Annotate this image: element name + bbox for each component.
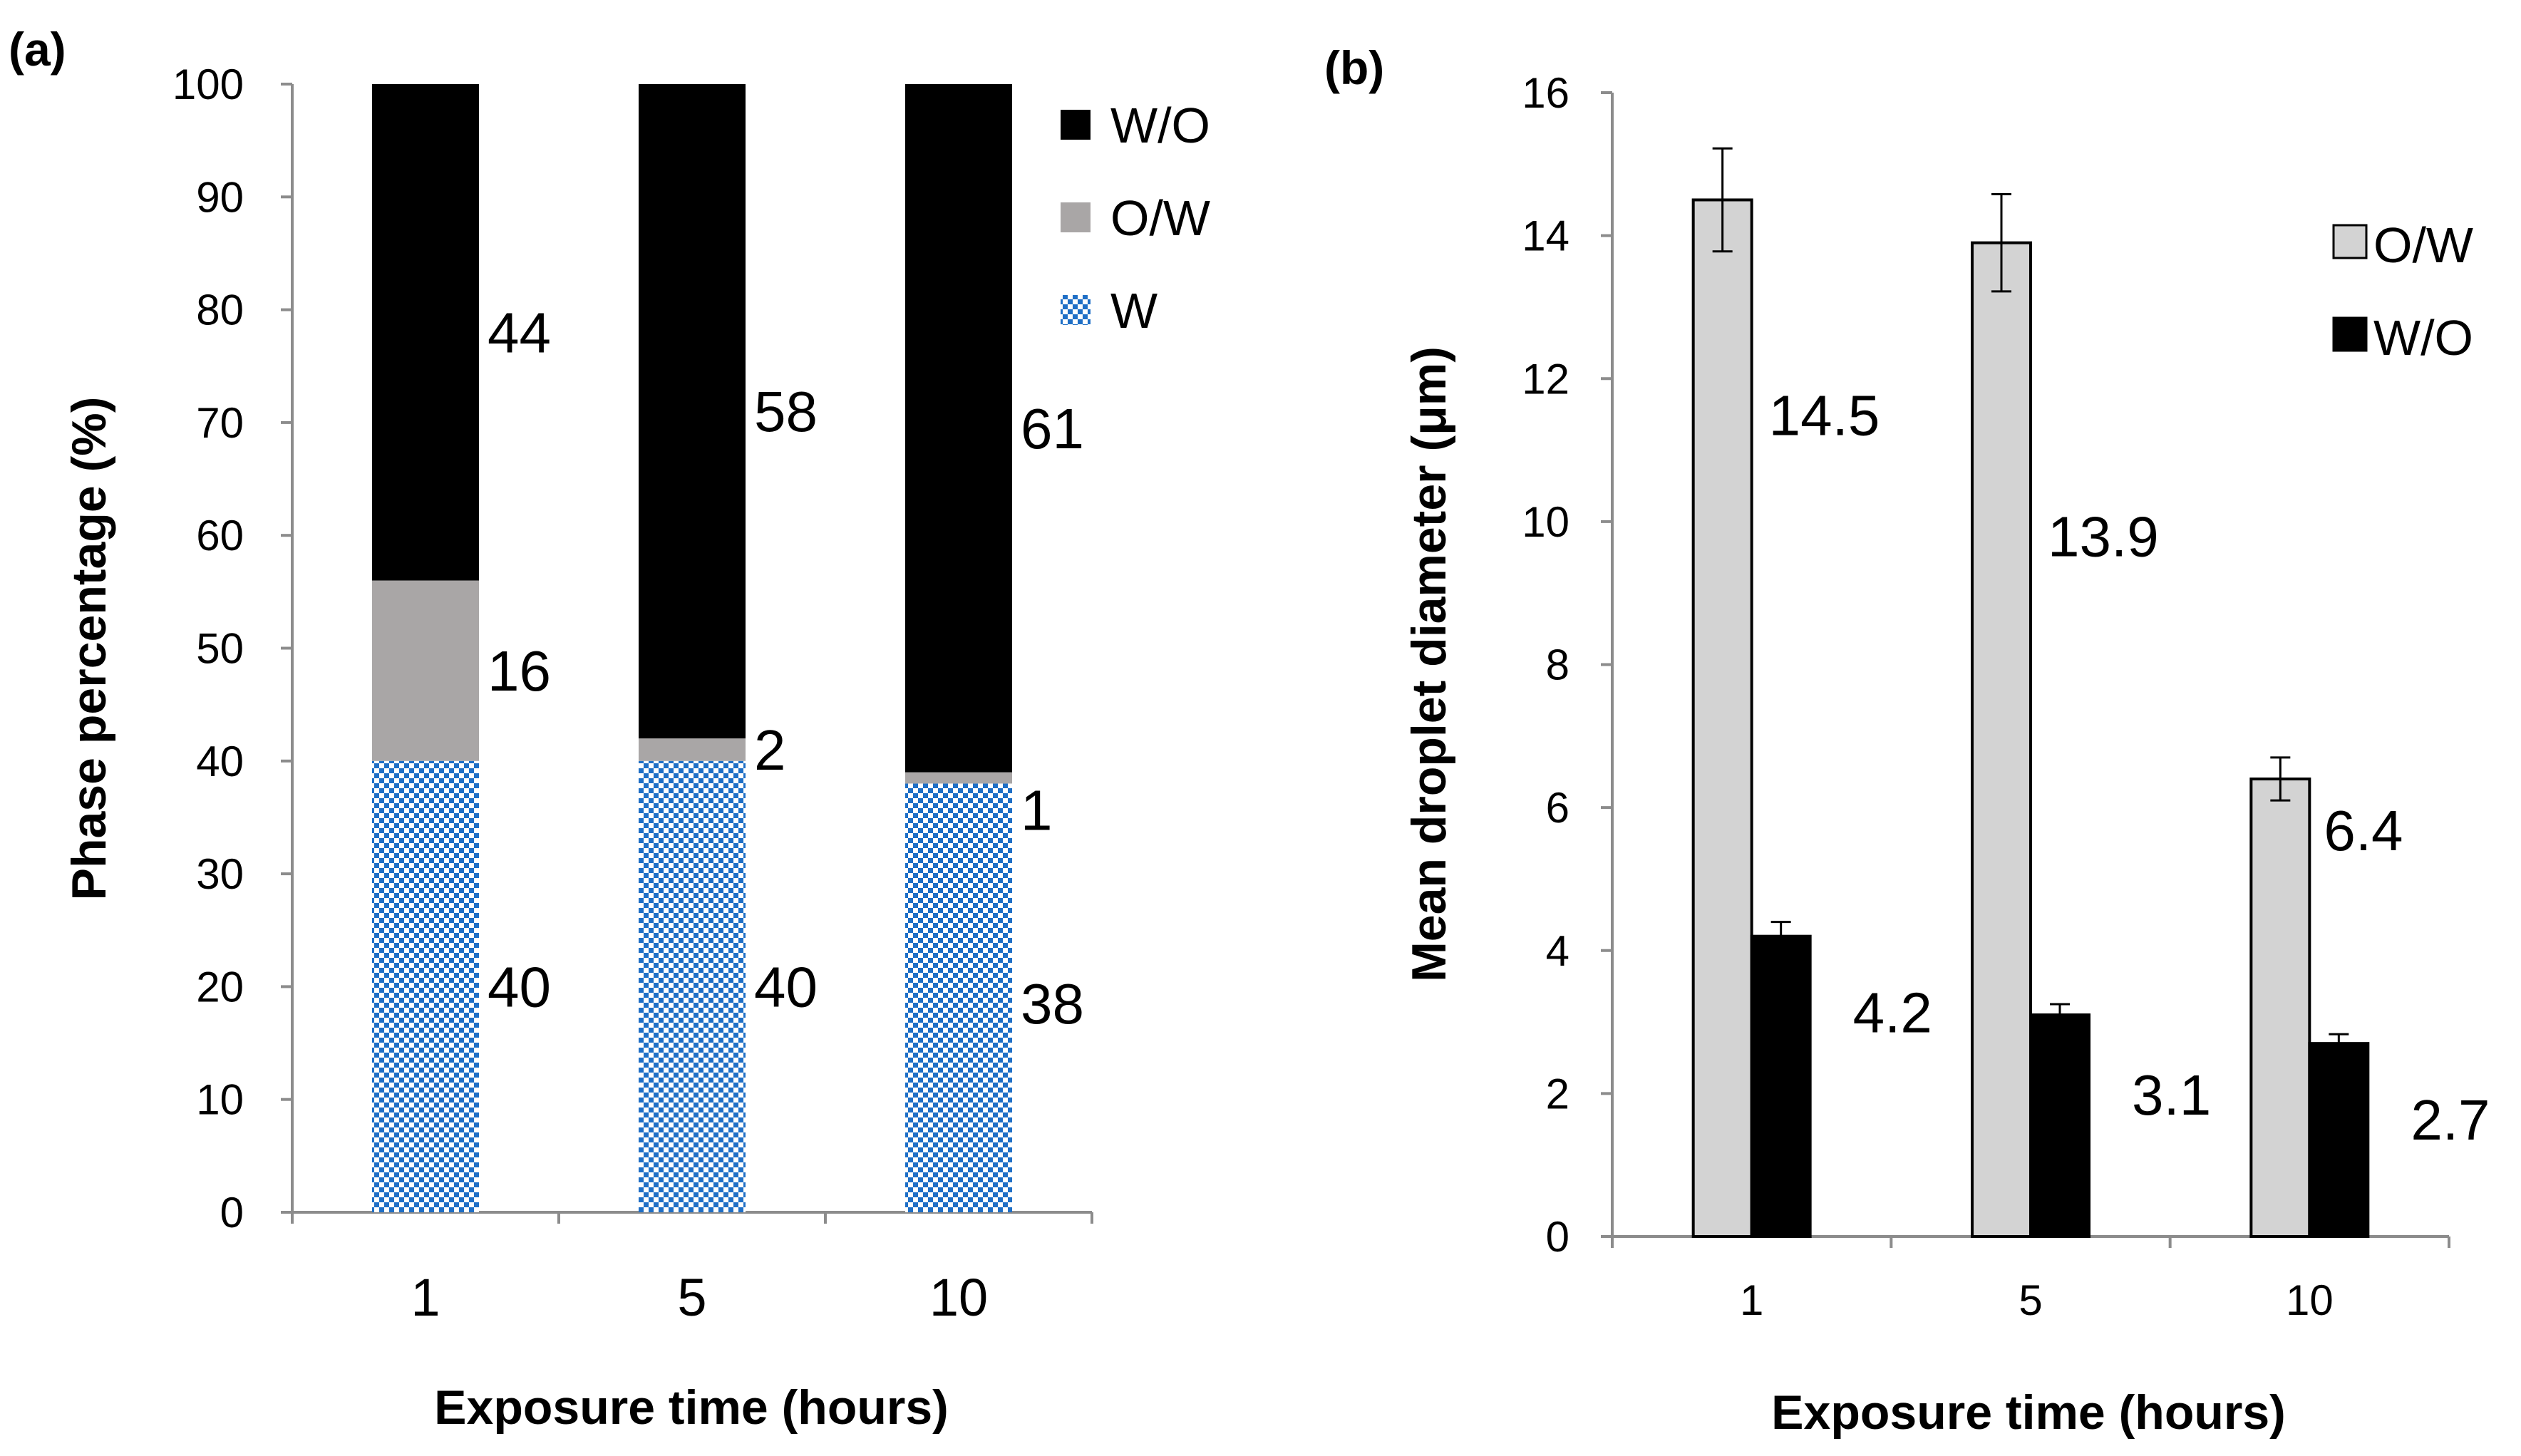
panel-a-data-label-o-w-1: 16 bbox=[488, 639, 551, 703]
panel-b-y-ticks: 0 2 4 6 8 10 12 14 16 bbox=[1522, 69, 1612, 1261]
panel-a-data-label-o-w-5: 2 bbox=[754, 718, 786, 782]
panel-b-bar-w-o-5 bbox=[2029, 1013, 2090, 1238]
panel-b-y-tick-label: 0 bbox=[1546, 1213, 1569, 1261]
panel-a-legend-label-o-w: O/W bbox=[1110, 190, 1210, 246]
panel-b-bar-w-o-1 bbox=[1750, 934, 1812, 1238]
panel-b-data-label-o-w-1: 14.5 bbox=[1769, 383, 1880, 447]
panel-a-bar-o-w-10 bbox=[905, 772, 1012, 784]
panel-a-x-ticks: 1 5 10 bbox=[291, 1212, 1093, 1327]
panel-a-y-tick-label: 0 bbox=[220, 1189, 244, 1236]
panel-a-bar-w-o-1 bbox=[372, 84, 479, 581]
panel-a-y-tick-label: 80 bbox=[196, 286, 244, 334]
panel-a-legend-label-w-o: W/O bbox=[1110, 98, 1210, 153]
panel-a-y-ticks: 0 10 20 30 40 50 60 70 80 90 100 bbox=[172, 61, 292, 1236]
panel-b-legend: O/W W/O bbox=[2332, 217, 2473, 366]
panel-b-legend-swatch-w-o bbox=[2332, 316, 2368, 352]
panel-b-x-tick-label: 1 bbox=[1740, 1276, 1763, 1324]
panel-b-y-tick-label: 4 bbox=[1546, 927, 1569, 975]
panel-a-data-label-w-5: 40 bbox=[754, 955, 818, 1018]
panel-b-error-bars bbox=[1712, 147, 2349, 1054]
panel-a-data-label-w-o-5: 58 bbox=[754, 380, 818, 443]
panel-a-data-label-w-o-10: 61 bbox=[1021, 397, 1084, 460]
panel-a-legend-swatch-w bbox=[1061, 295, 1091, 325]
panel-b-y-tick-label: 6 bbox=[1546, 784, 1569, 832]
panel-b-error-bar-w-o-5 bbox=[2050, 1003, 2070, 1027]
panel-a-y-tick-label: 70 bbox=[196, 399, 244, 447]
panel-b-error-bar-o-w-10 bbox=[2270, 756, 2291, 802]
panel-b-y-tick-label: 16 bbox=[1522, 69, 1569, 117]
panel-a-legend: W/O O/W W bbox=[1061, 98, 1210, 339]
panel-a-bars bbox=[372, 84, 1012, 1212]
panel-b-bar-o-w-10 bbox=[2249, 778, 2311, 1238]
panel-a-bar-w-1 bbox=[372, 760, 479, 1212]
panel-b-label: (b) bbox=[1324, 41, 1384, 94]
panel-a-y-tick-label: 10 bbox=[196, 1076, 244, 1124]
panel-b-x-tick-label: 10 bbox=[2286, 1276, 2334, 1324]
panel-b-data-label-w-o-1: 4.2 bbox=[1853, 981, 1932, 1045]
panel-a-x-tick-label: 1 bbox=[411, 1268, 440, 1327]
panel-b-legend-swatch-o-w bbox=[2332, 224, 2368, 259]
panel-a-legend-label-w: W bbox=[1110, 283, 1158, 339]
panel-a-bar-w-o-5 bbox=[639, 84, 746, 739]
panel-b-y-tick-label: 2 bbox=[1546, 1070, 1569, 1117]
panel-a-legend-swatch-w-o bbox=[1061, 110, 1091, 140]
panel-a-data-label-o-w-10: 1 bbox=[1021, 779, 1053, 842]
panel-b-x-axis-title: Exposure time (hours) bbox=[1771, 1385, 2286, 1440]
panel-a-y-tick-label: 20 bbox=[196, 963, 244, 1011]
panel-b-bar-o-w-1 bbox=[1691, 198, 1753, 1238]
panel-a-data-labels: 40 16 44 40 2 58 38 1 61 bbox=[488, 301, 1084, 1036]
panel-b-data-label-o-w-10: 6.4 bbox=[2324, 799, 2403, 862]
panel-b-data-label-w-o-5: 3.1 bbox=[2132, 1063, 2211, 1127]
panel-b-error-bar-o-w-5 bbox=[1991, 192, 2011, 293]
panel-a-y-tick-label: 100 bbox=[172, 61, 244, 108]
panel-b-bars bbox=[1691, 198, 2370, 1238]
panel-a-label: (a) bbox=[9, 23, 66, 76]
panel-a-y-tick-label: 50 bbox=[196, 625, 244, 673]
panel-a-x-tick-label: 5 bbox=[677, 1268, 706, 1327]
panel-a-y-tick-label: 60 bbox=[196, 512, 244, 559]
panel-a-y-tick-label: 30 bbox=[196, 850, 244, 898]
panel-a-data-label-w-10: 38 bbox=[1021, 972, 1084, 1036]
panel-b-error-bar-o-w-1 bbox=[1712, 147, 1733, 253]
panel-b-error-bar-w-o-1 bbox=[1770, 921, 1791, 952]
panel-b-y-tick-label: 14 bbox=[1522, 212, 1569, 260]
panel-a-y-axis-title: Phase percentage (%) bbox=[62, 397, 116, 901]
panel-b-x-ticks: 1 5 10 bbox=[1611, 1236, 2450, 1324]
panel-a-bar-o-w-1 bbox=[372, 580, 479, 761]
panel-b-bar-o-w-5 bbox=[1971, 241, 2032, 1238]
panel-b-y-tick-label: 10 bbox=[1522, 498, 1569, 546]
panel-b-bar-w-o-10 bbox=[2308, 1042, 2370, 1238]
panel-b-error-bar-w-o-10 bbox=[2329, 1033, 2349, 1054]
panel-b-y-axis-title: Mean droplet diameter (μm) bbox=[1402, 346, 1456, 982]
panel-b-data-labels: 14.5 4.2 13.9 3.1 6.4 2.7 bbox=[1769, 383, 2490, 1152]
panel-b-legend-label-w-o: W/O bbox=[2373, 310, 2473, 366]
panel-a-y-tick-label: 40 bbox=[196, 738, 244, 785]
panel-b-legend-label-o-w: O/W bbox=[2373, 217, 2473, 273]
panel-b-x-tick-label: 5 bbox=[2019, 1276, 2042, 1324]
panel-a-x-axis-title: Exposure time (hours) bbox=[434, 1380, 949, 1435]
panel-a-bar-w-10 bbox=[905, 783, 1012, 1212]
panel-a-data-label-w-1: 40 bbox=[488, 955, 551, 1018]
panel-a-y-tick-label: 90 bbox=[196, 173, 244, 221]
panel-b-data-label-o-w-5: 13.9 bbox=[2048, 505, 2159, 569]
panel-a-bar-w-5 bbox=[639, 760, 746, 1212]
panel-a-data-label-w-o-1: 44 bbox=[488, 301, 551, 364]
panel-a-bar-w-o-10 bbox=[905, 84, 1012, 773]
panel-b-y-tick-label: 12 bbox=[1522, 355, 1569, 403]
panel-a-x-tick-label: 10 bbox=[929, 1268, 988, 1327]
panel-b-data-label-w-o-10: 2.7 bbox=[2411, 1088, 2490, 1152]
panel-b-y-tick-label: 8 bbox=[1546, 641, 1569, 689]
panel-a-bar-o-w-5 bbox=[639, 738, 746, 761]
panel-a-legend-swatch-o-w bbox=[1061, 202, 1091, 232]
